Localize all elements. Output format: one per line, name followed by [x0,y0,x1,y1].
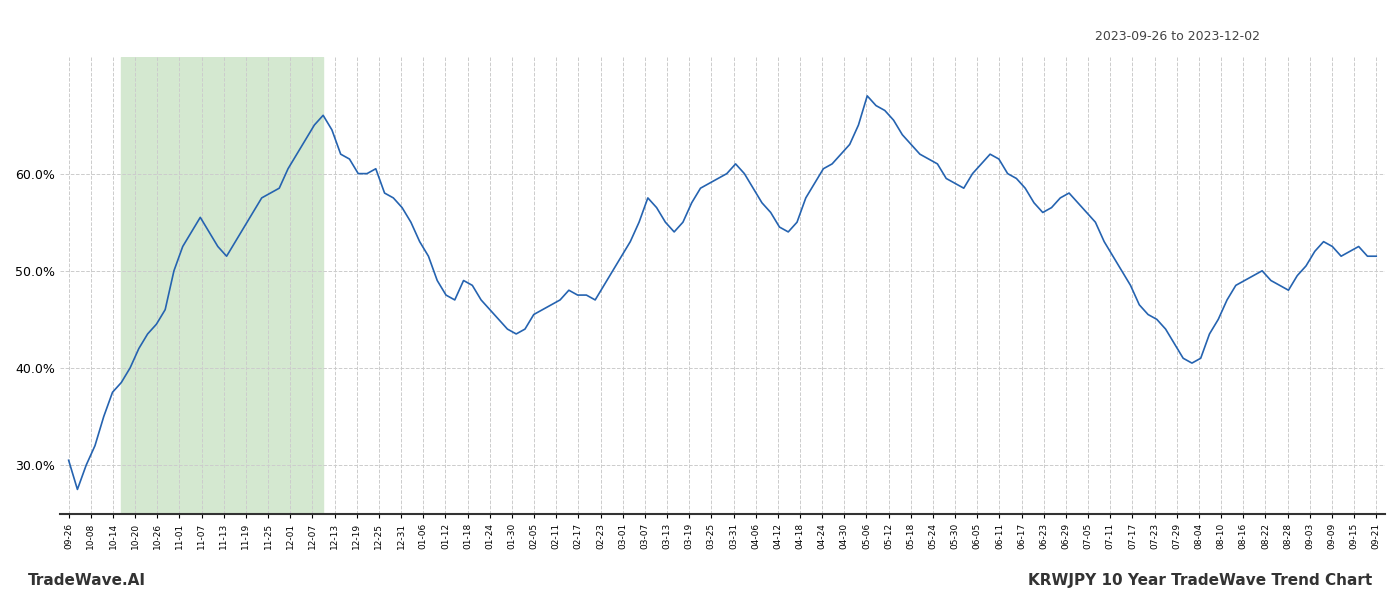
Bar [122,57,323,514]
Text: 2023-09-26 to 2023-12-02: 2023-09-26 to 2023-12-02 [1095,30,1260,43]
Text: TradeWave.AI: TradeWave.AI [28,573,146,588]
Text: KRWJPY 10 Year TradeWave Trend Chart: KRWJPY 10 Year TradeWave Trend Chart [1028,573,1372,588]
